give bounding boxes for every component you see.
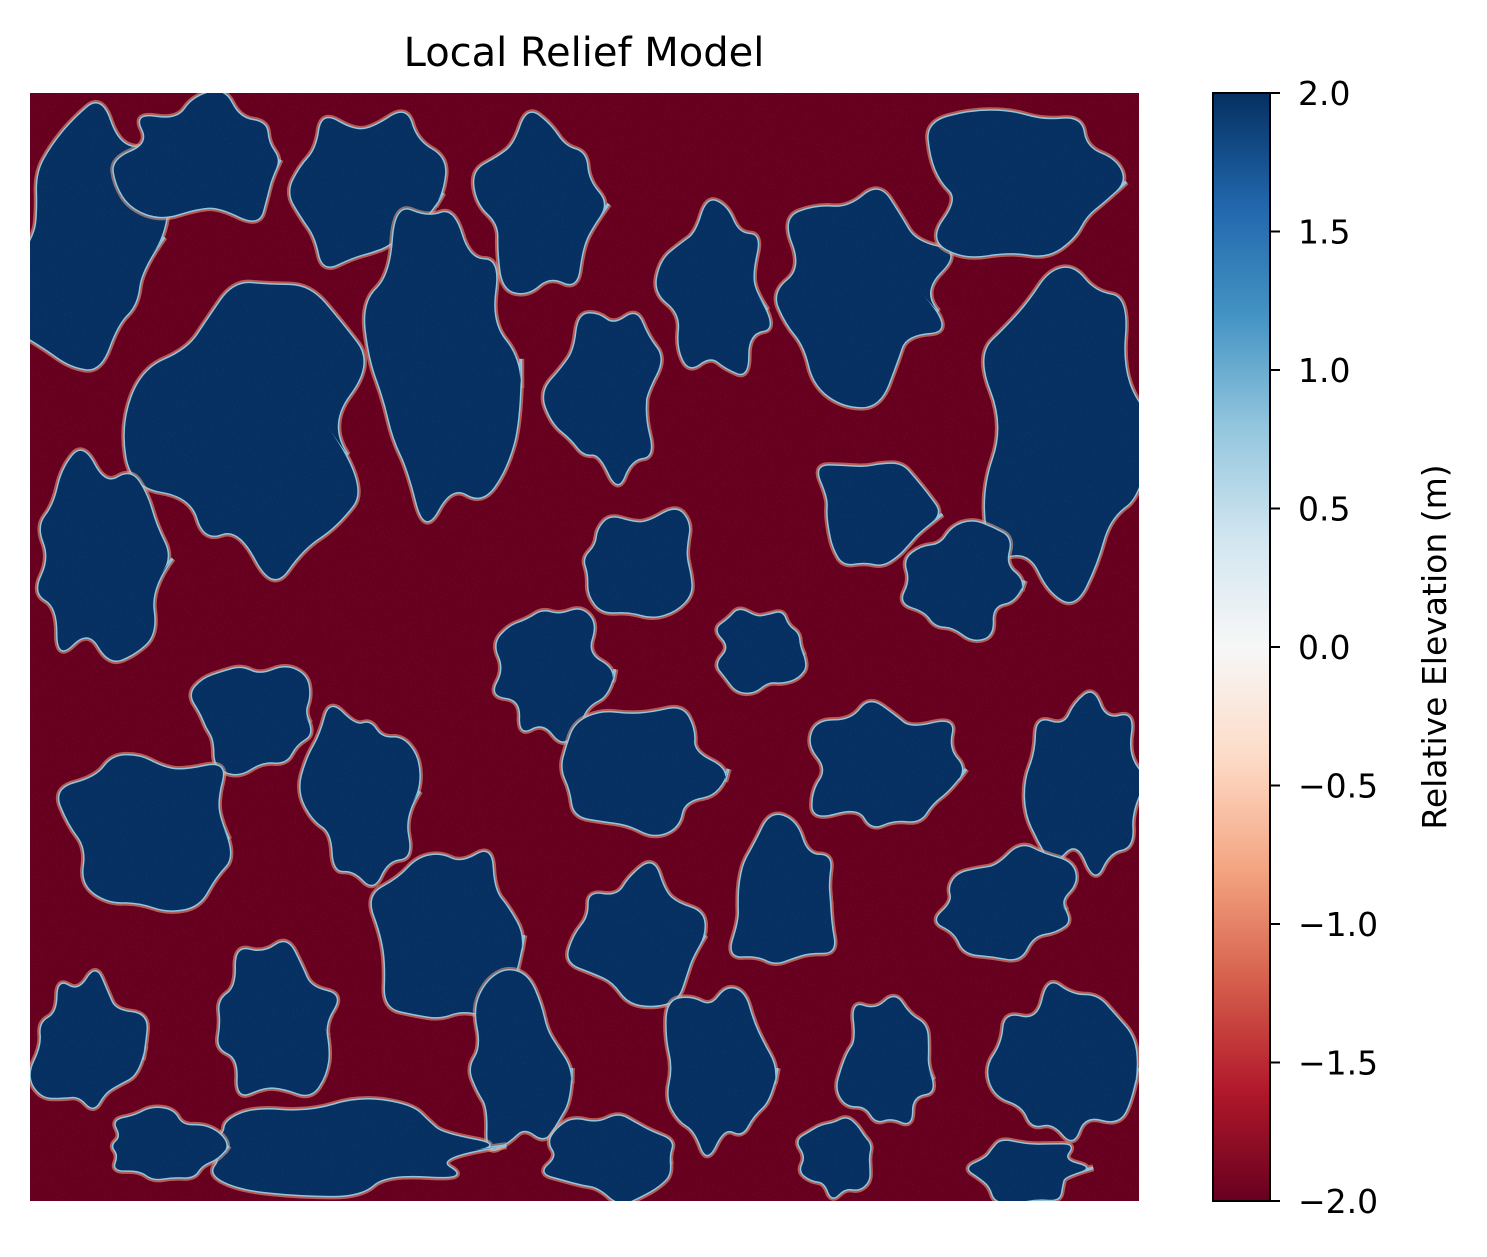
colorbar-tick-label: 1.0 (1298, 351, 1350, 390)
colorbar-tick-label: 1.5 (1298, 213, 1350, 252)
relief-heatmap (30, 93, 1139, 1201)
colorbar-label: Relative Elevation (m) (1415, 464, 1454, 829)
colorbar-tick-label: −0.5 (1298, 767, 1378, 806)
colorbar-tick-label: −2.0 (1298, 1182, 1378, 1221)
colorbar-ticks: 2.0 1.5 1.0 0.5 0.0 −0.5 −1.0 −1.5 −2.0 (1270, 74, 1378, 1221)
colorbar: 2.0 1.5 1.0 0.5 0.0 −0.5 −1.0 −1.5 −2.0 Relative… (1212, 74, 1454, 1221)
colorbar-tick-label: −1.0 (1298, 905, 1378, 944)
chart-title: Local Relief Model (404, 30, 765, 76)
colorbar-tick-label: 0.5 (1298, 490, 1350, 529)
relief-texture (30, 93, 1139, 1201)
colorbar-tick-label: 0.0 (1298, 628, 1350, 667)
colorbar-tick-label: −1.5 (1298, 1044, 1378, 1083)
colorbar-tick-label: 2.0 (1298, 74, 1350, 113)
colorbar-gradient (1212, 92, 1271, 1202)
